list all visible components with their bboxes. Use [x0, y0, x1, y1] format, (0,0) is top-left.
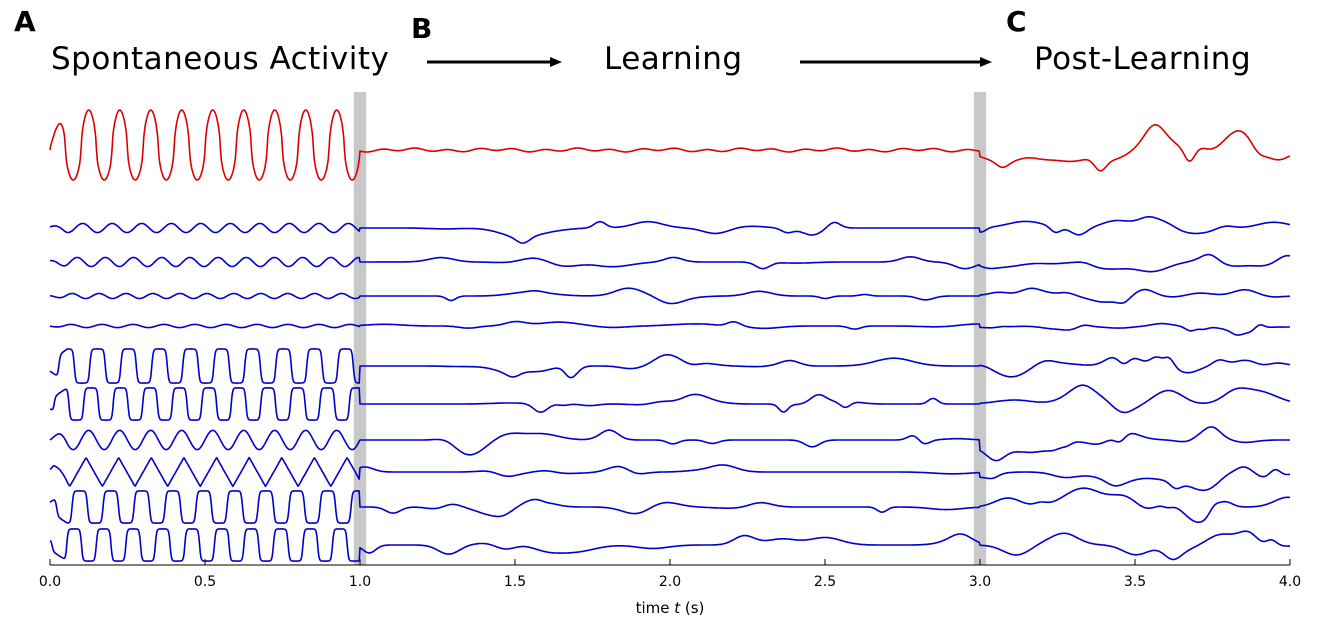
x-tick-label: 2.5	[814, 574, 836, 590]
traces	[49, 109, 1291, 562]
x-tick-label: 3.5	[1124, 574, 1146, 590]
x-tick-label: 0.5	[194, 574, 216, 590]
unit-trace-10	[49, 528, 1290, 562]
unit-trace-9	[49, 487, 1291, 524]
arrow-head-b-to-c	[980, 57, 992, 67]
unit-trace-2	[49, 253, 1291, 273]
shaded-regions	[353, 92, 987, 565]
phase-label-learning: Learning	[604, 41, 743, 77]
panel-letter-c: C	[1006, 5, 1027, 38]
panel-letter-a: A	[14, 5, 36, 38]
phase-label-post-learning: Post-Learning	[1034, 41, 1252, 77]
unit-trace-1	[49, 216, 1291, 244]
phase-label-spontaneous: Spontaneous Activity	[51, 41, 390, 77]
x-tick-label: 0.0	[39, 574, 61, 590]
shaded-region-2	[973, 92, 987, 565]
x-axis: 0.0 0.5 1.0 1.5 2.0 2.5 3.0 3.5 4.0	[39, 559, 1301, 590]
x-tick-label: 1.0	[349, 574, 371, 590]
unit-trace-8	[49, 456, 1291, 492]
unit-trace-6	[49, 384, 1291, 421]
arrow-head-a-to-b	[550, 57, 562, 67]
x-tick-label: 1.5	[504, 574, 526, 590]
unit-trace-5	[49, 348, 1291, 384]
x-axis-label: time t (s)	[636, 599, 705, 617]
readout-trace	[49, 109, 1291, 181]
x-tick-label: 2.0	[659, 574, 681, 590]
panel-letter-b: B	[411, 12, 433, 45]
x-tick-label: 3.0	[969, 574, 991, 590]
unit-trace-4	[49, 320, 1290, 336]
x-tick-label: 4.0	[1279, 574, 1301, 590]
unit-trace-3	[49, 287, 1290, 305]
phase-arrows	[427, 57, 992, 67]
unit-trace-7	[49, 426, 1290, 462]
